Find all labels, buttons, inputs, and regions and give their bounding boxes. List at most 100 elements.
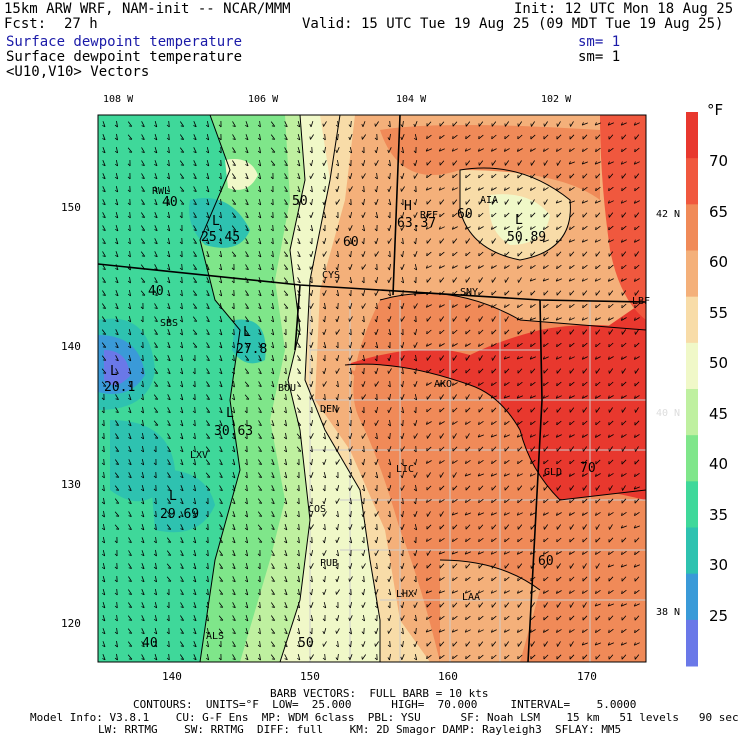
wind-barb-tick [400, 526, 403, 530]
wind-barb [388, 537, 392, 543]
wind-barb-tick [218, 202, 222, 206]
wind-barb-tick [491, 240, 493, 244]
wind-barb [194, 445, 196, 453]
wind-barb [271, 485, 275, 491]
maximum-value-1: 63.37 [397, 216, 437, 231]
wind-barb [634, 342, 640, 348]
wind-barb-tick [309, 435, 311, 439]
wind-barb-tick [271, 632, 275, 634]
wind-barb-tick [387, 137, 390, 141]
wind-barb-tick [413, 319, 417, 323]
wind-barb [233, 354, 235, 362]
wind-barb-tick [154, 644, 158, 648]
wind-barb [232, 458, 236, 466]
wind-barb-tick [348, 592, 352, 596]
wind-barb-tick [114, 150, 118, 154]
wind-barb [530, 537, 536, 543]
wind-barb-tick [205, 644, 209, 648]
wind-barb-tick [244, 540, 248, 544]
wind-barb [543, 420, 549, 426]
wind-barb [582, 264, 588, 270]
wind-barb-tick [309, 305, 311, 309]
wind-barb [220, 237, 222, 245]
wind-barb-tick [478, 382, 480, 386]
wind-barb [323, 121, 327, 127]
wind-barb-tick [219, 554, 223, 556]
wind-barb [452, 602, 458, 608]
wind-barb-tick [245, 618, 249, 622]
wind-barb-tick [634, 409, 636, 413]
wind-barb [556, 264, 562, 270]
wind-barb [530, 303, 536, 309]
grid-x-label-150: 150 [300, 670, 320, 683]
wind-barb-tick [361, 383, 364, 387]
wind-barb-tick [284, 527, 288, 531]
wind-barb [127, 121, 133, 127]
wind-barb-tick [413, 410, 417, 414]
wind-barb [102, 121, 106, 127]
wind-barb-tick [206, 189, 210, 193]
wind-barb [452, 576, 458, 582]
wind-barb [337, 640, 339, 648]
wind-barb-tick [115, 489, 119, 491]
wind-barb-tick [127, 345, 132, 349]
wind-barb-tick [154, 307, 158, 309]
wind-barb [207, 575, 209, 583]
wind-barb [492, 355, 496, 361]
wind-barb [401, 134, 405, 140]
wind-barb [271, 407, 275, 413]
wind-barb-tick [180, 476, 184, 479]
wind-barb [491, 537, 497, 543]
wind-barb [439, 343, 445, 347]
wind-barb-tick [244, 462, 248, 466]
wind-barb [310, 602, 314, 608]
wind-barb [115, 381, 119, 387]
wind-barb-tick [387, 332, 392, 336]
wind-barb-tick [374, 643, 376, 647]
wind-barb-tick [257, 644, 261, 648]
wind-barb [595, 407, 601, 413]
wind-barb [389, 172, 391, 180]
wind-barb [270, 641, 276, 647]
wind-barb-tick [426, 513, 428, 517]
wind-barb [257, 524, 263, 530]
wind-barb [246, 523, 248, 531]
wind-barb-tick [413, 592, 416, 596]
wind-barb [220, 251, 222, 257]
wind-barb-tick [452, 460, 454, 464]
wind-barb-tick [244, 566, 248, 570]
wind-barb [349, 615, 353, 621]
wind-barb [465, 576, 471, 582]
wind-barb-tick [555, 239, 558, 243]
wind-barb [115, 277, 119, 283]
wind-barb [375, 367, 379, 375]
wind-barb-tick [115, 398, 119, 400]
wind-barb-tick [297, 150, 301, 154]
wind-barb [270, 628, 276, 634]
wind-barb [389, 120, 391, 128]
wind-barb [310, 250, 314, 258]
wind-barb [426, 382, 432, 386]
wind-barb [426, 576, 432, 582]
wind-barb-tick [153, 592, 157, 596]
wind-barb [245, 186, 249, 192]
wind-barb [621, 290, 627, 296]
wind-barb-tick [374, 618, 378, 622]
wind-barb [414, 641, 418, 647]
wind-barb [246, 550, 248, 556]
wind-barb [491, 199, 497, 205]
wind-barb [595, 225, 601, 231]
wind-barb-tick [582, 604, 584, 608]
wind-barb [517, 473, 523, 477]
wind-barb-tick [465, 382, 467, 386]
wind-barb [219, 368, 223, 374]
wind-barb [543, 395, 549, 399]
wind-barb [478, 134, 484, 140]
wind-barb [349, 134, 353, 140]
wind-barb [323, 471, 327, 479]
wind-barb [402, 497, 404, 505]
wind-barb-tick [128, 398, 132, 401]
wind-barb [194, 458, 196, 466]
wind-barb-tick [115, 333, 119, 336]
wind-barb-tick [595, 356, 597, 360]
